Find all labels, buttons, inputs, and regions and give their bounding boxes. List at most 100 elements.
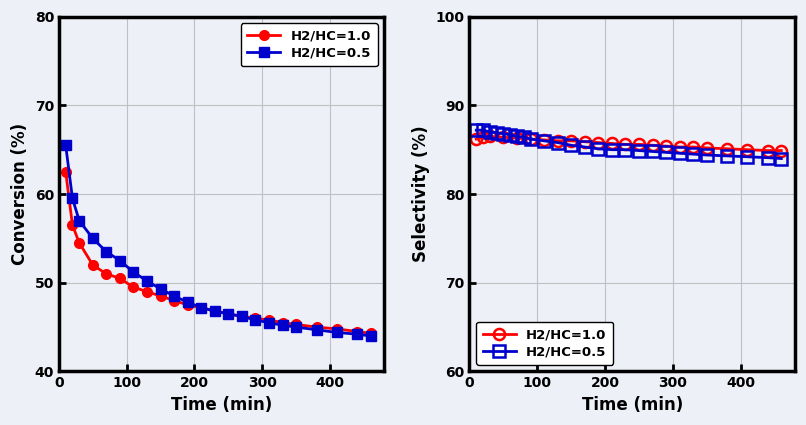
H2/HC=1.0 <box>621 142 630 147</box>
H2/HC=1.0 <box>223 311 233 316</box>
H2/HC=0.5 <box>580 144 589 150</box>
H2/HC=1.0 <box>634 142 644 147</box>
H2/HC=1.0 <box>580 139 589 144</box>
H2/HC=1.0 <box>210 309 220 314</box>
H2/HC=0.5 <box>291 325 301 330</box>
H2/HC=0.5 <box>366 334 376 339</box>
H2/HC=0.5 <box>197 305 206 310</box>
H2/HC=0.5 <box>60 143 70 148</box>
H2/HC=1.0 <box>291 322 301 327</box>
Line: H2/HC=0.5: H2/HC=0.5 <box>471 125 787 164</box>
H2/HC=1.0 <box>648 143 658 148</box>
H2/HC=1.0 <box>237 314 247 319</box>
H2/HC=1.0 <box>251 316 260 321</box>
X-axis label: Time (min): Time (min) <box>171 396 272 414</box>
H2/HC=0.5 <box>648 149 658 154</box>
H2/HC=1.0 <box>102 271 111 276</box>
H2/HC=0.5 <box>492 130 501 136</box>
Line: H2/HC=0.5: H2/HC=0.5 <box>60 140 376 341</box>
H2/HC=0.5 <box>129 269 139 275</box>
H2/HC=1.0 <box>607 141 617 146</box>
H2/HC=0.5 <box>539 138 549 143</box>
H2/HC=0.5 <box>621 147 630 152</box>
H2/HC=0.5 <box>776 156 786 161</box>
H2/HC=0.5 <box>505 132 515 137</box>
H2/HC=1.0 <box>485 134 495 139</box>
H2/HC=0.5 <box>478 128 488 133</box>
H2/HC=1.0 <box>352 329 362 334</box>
H2/HC=0.5 <box>332 330 342 335</box>
H2/HC=1.0 <box>702 145 712 150</box>
H2/HC=0.5 <box>634 148 644 153</box>
H2/HC=0.5 <box>312 327 322 332</box>
H2/HC=1.0 <box>763 148 773 153</box>
H2/HC=1.0 <box>567 138 576 143</box>
Line: H2/HC=1.0: H2/HC=1.0 <box>471 131 787 156</box>
H2/HC=0.5 <box>251 317 260 323</box>
H2/HC=1.0 <box>60 169 70 174</box>
H2/HC=0.5 <box>688 152 698 157</box>
H2/HC=1.0 <box>142 289 152 294</box>
H2/HC=0.5 <box>472 128 481 133</box>
Line: H2/HC=1.0: H2/HC=1.0 <box>60 167 376 338</box>
H2/HC=0.5 <box>499 131 509 136</box>
H2/HC=1.0 <box>156 294 165 299</box>
H2/HC=0.5 <box>264 320 274 325</box>
H2/HC=0.5 <box>278 323 288 328</box>
H2/HC=0.5 <box>512 134 521 139</box>
H2/HC=0.5 <box>210 309 220 314</box>
H2/HC=1.0 <box>742 147 752 152</box>
H2/HC=1.0 <box>74 240 84 245</box>
H2/HC=0.5 <box>223 311 233 316</box>
H2/HC=0.5 <box>593 146 603 151</box>
Legend: H2/HC=1.0, H2/HC=0.5: H2/HC=1.0, H2/HC=0.5 <box>476 322 613 365</box>
H2/HC=1.0 <box>183 302 193 307</box>
H2/HC=1.0 <box>312 325 322 330</box>
H2/HC=1.0 <box>129 285 139 290</box>
H2/HC=0.5 <box>115 258 125 263</box>
H2/HC=0.5 <box>661 150 671 155</box>
H2/HC=0.5 <box>68 196 77 201</box>
H2/HC=1.0 <box>776 148 786 153</box>
H2/HC=0.5 <box>675 151 684 156</box>
H2/HC=0.5 <box>485 129 495 134</box>
Y-axis label: Selectivity (%): Selectivity (%) <box>412 126 430 262</box>
Y-axis label: Conversion (%): Conversion (%) <box>11 123 29 265</box>
H2/HC=1.0 <box>553 138 563 143</box>
H2/HC=0.5 <box>88 236 98 241</box>
H2/HC=1.0 <box>88 263 98 268</box>
H2/HC=1.0 <box>688 144 698 150</box>
H2/HC=1.0 <box>169 298 179 303</box>
H2/HC=0.5 <box>142 278 152 283</box>
X-axis label: Time (min): Time (min) <box>582 396 683 414</box>
H2/HC=1.0 <box>722 146 732 151</box>
H2/HC=0.5 <box>169 294 179 299</box>
H2/HC=0.5 <box>526 136 535 142</box>
H2/HC=1.0 <box>68 223 77 228</box>
H2/HC=0.5 <box>156 286 165 292</box>
H2/HC=1.0 <box>197 305 206 310</box>
H2/HC=1.0 <box>512 136 521 141</box>
H2/HC=0.5 <box>742 154 752 159</box>
H2/HC=1.0 <box>593 140 603 145</box>
H2/HC=1.0 <box>332 326 342 332</box>
H2/HC=0.5 <box>183 300 193 305</box>
H2/HC=1.0 <box>661 144 671 149</box>
H2/HC=0.5 <box>722 153 732 159</box>
H2/HC=1.0 <box>472 136 481 142</box>
H2/HC=0.5 <box>352 332 362 337</box>
H2/HC=1.0 <box>478 135 488 140</box>
H2/HC=1.0 <box>115 276 125 281</box>
H2/HC=1.0 <box>366 331 376 336</box>
H2/HC=0.5 <box>567 143 576 148</box>
H2/HC=1.0 <box>526 136 535 142</box>
H2/HC=0.5 <box>702 153 712 158</box>
Legend: H2/HC=1.0, H2/HC=0.5: H2/HC=1.0, H2/HC=0.5 <box>240 23 378 66</box>
H2/HC=0.5 <box>607 147 617 152</box>
H2/HC=1.0 <box>278 320 288 325</box>
H2/HC=0.5 <box>763 155 773 160</box>
H2/HC=1.0 <box>675 144 684 150</box>
H2/HC=0.5 <box>519 135 529 140</box>
H2/HC=0.5 <box>553 140 563 145</box>
H2/HC=0.5 <box>237 314 247 319</box>
